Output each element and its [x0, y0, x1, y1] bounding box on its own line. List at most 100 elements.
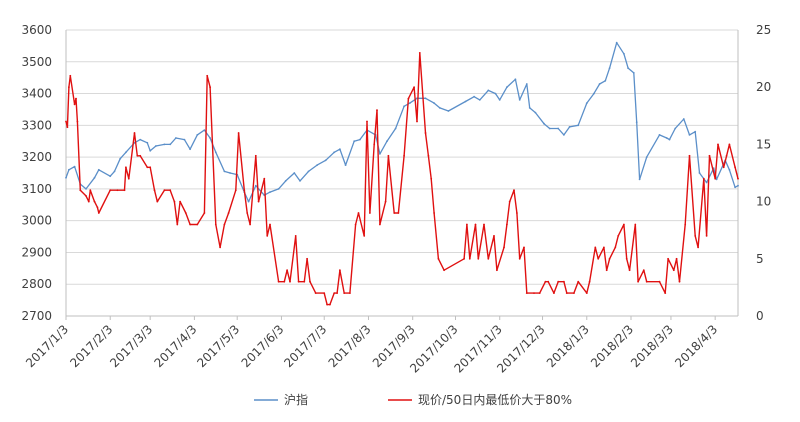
data-point	[667, 257, 669, 260]
data-point	[617, 235, 620, 237]
data-point	[316, 164, 318, 167]
data-point	[625, 257, 628, 260]
data-point	[698, 172, 701, 174]
data-point	[403, 154, 405, 157]
data-point	[565, 292, 568, 294]
legend: 沪指 现价/50日内最低价大于80%	[254, 392, 572, 407]
data-point	[608, 67, 611, 69]
data-point	[632, 72, 635, 74]
data-point	[339, 148, 341, 151]
data-point	[506, 223, 508, 226]
data-point	[169, 189, 172, 192]
data-point	[139, 154, 142, 157]
data-point	[525, 292, 528, 294]
data-point	[614, 246, 617, 249]
x-tick-label: 2018/4/3	[672, 322, 720, 370]
data-point	[705, 235, 708, 237]
data-point	[638, 178, 641, 181]
data-point	[438, 107, 441, 109]
data-point	[183, 138, 186, 141]
data-point	[324, 159, 327, 162]
data-point	[314, 292, 317, 294]
data-point	[573, 292, 575, 294]
data-point	[464, 100, 467, 103]
data-point	[307, 170, 310, 173]
data-point	[637, 280, 639, 283]
data-point	[728, 168, 731, 171]
y-left-tick-label: 3200	[21, 150, 52, 164]
data-point	[665, 137, 668, 139]
data-point	[257, 200, 260, 203]
data-point	[156, 200, 159, 203]
x-tick-label: 2017/8/3	[326, 322, 374, 370]
data-point	[672, 269, 675, 272]
data-point	[608, 257, 611, 260]
data-point	[379, 153, 381, 155]
data-point	[577, 124, 580, 127]
y-right-tick-label: 10	[756, 195, 771, 209]
data-point	[494, 92, 497, 95]
data-point	[68, 86, 70, 89]
data-point	[309, 280, 311, 283]
data-point	[249, 223, 252, 226]
data-point	[717, 143, 719, 146]
data-point	[173, 200, 176, 203]
data-point	[466, 223, 468, 226]
data-point	[588, 280, 591, 283]
y-right-tick-label: 20	[756, 80, 771, 94]
data-point	[594, 246, 597, 249]
data-point	[557, 280, 560, 283]
data-point	[269, 191, 271, 194]
x-tick-label: 2017/7/3	[281, 322, 329, 370]
y-left-tick-label: 3300	[21, 118, 52, 132]
data-point	[69, 74, 72, 77]
x-tick-label: 2017/3/3	[107, 322, 155, 370]
y-left-tick-label: 3000	[21, 214, 52, 228]
data-point	[418, 52, 421, 54]
data-point	[76, 120, 79, 123]
data-point	[416, 120, 418, 123]
data-point	[373, 143, 376, 146]
data-point	[354, 223, 357, 226]
data-point	[376, 109, 378, 111]
data-point	[393, 212, 396, 214]
data-point	[113, 170, 116, 173]
data-point	[153, 189, 156, 192]
data-point	[387, 154, 390, 157]
data-point	[427, 154, 430, 157]
data-point	[127, 177, 130, 180]
data-point	[163, 143, 166, 146]
data-point	[424, 132, 427, 134]
data-point	[353, 140, 356, 143]
data-point	[96, 206, 99, 209]
data-point	[379, 223, 381, 226]
data-point	[277, 280, 280, 283]
data-point	[209, 86, 212, 89]
data-point	[369, 212, 371, 214]
data-point	[694, 130, 697, 133]
data-point	[408, 102, 411, 104]
data-point	[344, 164, 347, 167]
data-point	[547, 280, 550, 283]
x-tick-label: 2017/1/3	[23, 322, 71, 370]
data-point	[229, 172, 232, 174]
data-point	[615, 41, 618, 44]
data-point	[493, 235, 495, 237]
data-point	[585, 102, 588, 104]
y-right-tick-label: 0	[756, 309, 764, 323]
data-point	[518, 257, 521, 260]
series-lines	[65, 41, 739, 306]
data-point	[403, 105, 405, 108]
data-point	[176, 223, 179, 226]
x-tick-label: 2017/6/3	[239, 322, 287, 370]
data-point	[407, 97, 410, 100]
data-point	[424, 97, 427, 100]
y-left-tick-label: 3100	[21, 182, 52, 196]
data-point	[243, 189, 246, 192]
data-point	[333, 151, 336, 154]
data-point	[487, 89, 490, 92]
data-point	[498, 99, 501, 101]
data-point	[585, 292, 588, 294]
data-point	[563, 280, 565, 283]
